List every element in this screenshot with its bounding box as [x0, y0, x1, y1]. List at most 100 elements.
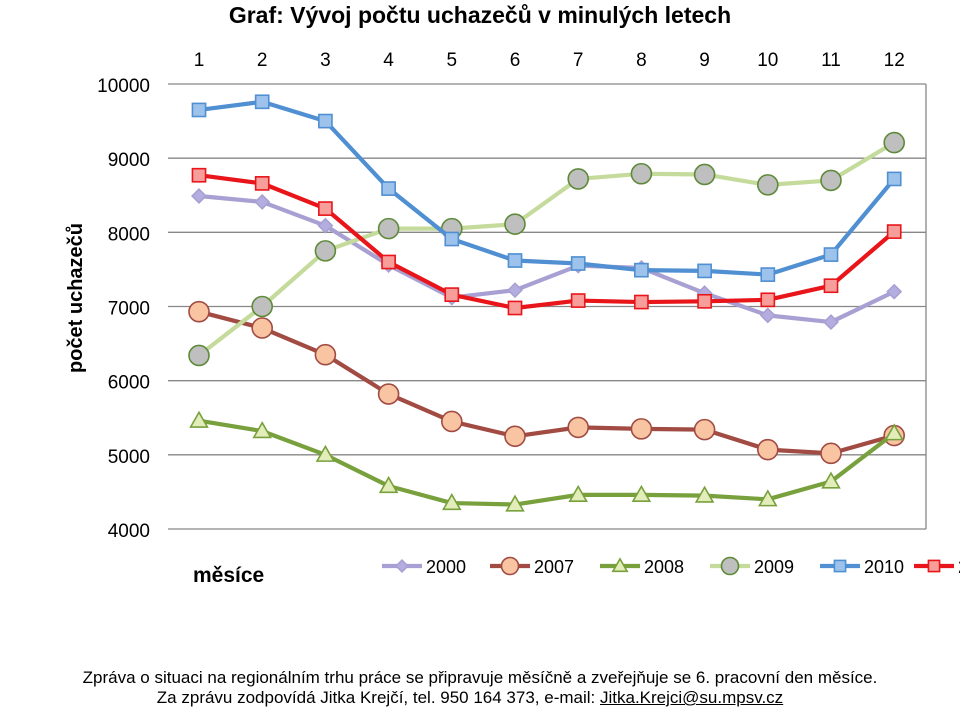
- point-2008-5: [442, 493, 462, 511]
- series-2007: [188, 300, 906, 465]
- point-2011-2: [254, 176, 270, 191]
- point-2010-9: [697, 263, 712, 279]
- point-2011-1: [191, 167, 207, 183]
- footer-contact-text: Za zprávu zodpovídá Jitka Krejčí, tel. 9…: [156, 688, 600, 707]
- point-2011-4: [381, 254, 396, 270]
- x-tick-7: 7: [573, 50, 584, 71]
- x-tick-12: 12: [884, 50, 905, 71]
- point-2000-1: [191, 188, 207, 204]
- legend-label-2008: 2008: [644, 557, 684, 577]
- point-2010-4: [381, 181, 396, 196]
- chart-title: Graf: Vývoj počtu uchazečů v minulých le…: [228, 2, 732, 28]
- point-2011-6: [507, 300, 523, 316]
- legend-item-2010: 2010: [820, 557, 904, 577]
- point-2007-3: [314, 343, 337, 366]
- legend-item-2000: 2000: [382, 557, 466, 577]
- x-tick-2: 2: [257, 50, 268, 71]
- y-tick-6000: 6000: [108, 373, 150, 394]
- grid-lines: [168, 83, 927, 530]
- legend-marker-2007: [500, 556, 520, 576]
- y-axis-label: počet uchazečů: [65, 223, 87, 373]
- legend-item-2011: 2011: [914, 557, 960, 577]
- legend-marker-2010: [833, 559, 847, 573]
- legend-item-2009: 2009: [710, 556, 794, 577]
- footer-note: Zpráva o situaci na regionálním trhu prá…: [82, 668, 878, 687]
- point-2007-8: [630, 418, 653, 440]
- point-2000-2: [254, 193, 271, 210]
- point-2008-8: [631, 484, 652, 502]
- series-line-2000: [196, 193, 897, 325]
- point-2011-11: [823, 278, 839, 294]
- y-tick-4000: 4000: [108, 521, 150, 542]
- legend-label-2007: 2007: [534, 557, 574, 577]
- series-2008: [189, 410, 904, 512]
- point-2008-10: [758, 489, 778, 507]
- point-2009-4: [377, 217, 400, 240]
- point-2009-2: [251, 295, 274, 318]
- legend-label-2009: 2009: [754, 557, 794, 577]
- series-lines: [188, 94, 906, 512]
- point-2011-9: [697, 293, 712, 309]
- series-line-2008: [196, 418, 897, 507]
- legend-marker-2000: [395, 559, 409, 573]
- y-tick-7000: 7000: [108, 299, 150, 320]
- point-2011-7: [570, 293, 586, 308]
- x-tick-8: 8: [636, 50, 647, 71]
- x-tick-3: 3: [320, 50, 331, 71]
- legend-label-2000: 2000: [426, 557, 466, 577]
- series-line-2011: [196, 173, 897, 311]
- footer-email-link[interactable]: Jitka.Krejci@su.mpsv.cz: [599, 688, 784, 707]
- point-2011-5: [444, 287, 460, 302]
- point-2007-1: [188, 300, 210, 323]
- y-tick-labels: 4000 5000 6000 7000 8000 9000 10000: [97, 76, 150, 542]
- point-2007-9: [693, 418, 716, 441]
- point-2007-10: [756, 438, 779, 461]
- point-2007-4: [377, 383, 400, 405]
- point-2008-3: [315, 444, 336, 462]
- series-2010: [191, 94, 902, 282]
- point-2007-7: [567, 416, 590, 439]
- point-2008-7: [568, 484, 588, 502]
- point-2008-11: [821, 471, 841, 489]
- point-2007-6: [504, 425, 526, 448]
- point-2010-10: [760, 267, 776, 282]
- point-2007-2: [251, 317, 274, 339]
- footer-contact: Za zprávu zodpovídá Jitka Krejčí, tel. 9…: [0, 688, 950, 708]
- legend-marker-2011: [927, 559, 941, 573]
- point-2010-3: [318, 113, 333, 129]
- series-line-2009: [196, 140, 897, 358]
- series-2000: [191, 188, 903, 331]
- legend-label-2011: 2011: [958, 557, 960, 577]
- series-line-2010: [196, 99, 897, 277]
- point-2010-6: [507, 253, 523, 268]
- series-line-2007: [196, 309, 897, 456]
- y-tick-5000: 5000: [108, 447, 150, 468]
- point-2000-11: [823, 314, 839, 331]
- x-tick-1: 1: [194, 50, 205, 71]
- y-tick-10000: 10000: [97, 76, 150, 97]
- point-2009-10: [756, 174, 779, 196]
- point-2010-11: [823, 247, 839, 262]
- point-2009-1: [188, 344, 210, 367]
- point-2010-7: [570, 256, 586, 271]
- point-2010-1: [191, 102, 207, 118]
- point-2007-11: [820, 442, 842, 465]
- point-2008-4: [378, 475, 399, 494]
- point-2008-9: [694, 485, 715, 503]
- point-2007-5: [440, 410, 463, 433]
- x-tick-4: 4: [383, 50, 394, 71]
- line-chart: 1 2 3 4 5 6 7 8 9 10 11 12 400050006000700080009000…: [65, 50, 960, 587]
- legend-item-2008: 2008: [600, 557, 684, 577]
- point-2009-8: [630, 162, 653, 185]
- point-2008-2: [252, 421, 272, 439]
- x-axis-label: měsíce: [193, 564, 264, 587]
- point-2000-6: [507, 282, 523, 299]
- point-2009-9: [693, 163, 716, 186]
- y-tick-9000: 9000: [108, 150, 150, 171]
- legend-marker-2009: [720, 556, 740, 576]
- point-2009-6: [504, 213, 526, 235]
- point-2011-8: [634, 294, 649, 310]
- point-2009-3: [314, 240, 337, 262]
- point-2008-6: [505, 494, 525, 512]
- point-2010-8: [634, 262, 649, 278]
